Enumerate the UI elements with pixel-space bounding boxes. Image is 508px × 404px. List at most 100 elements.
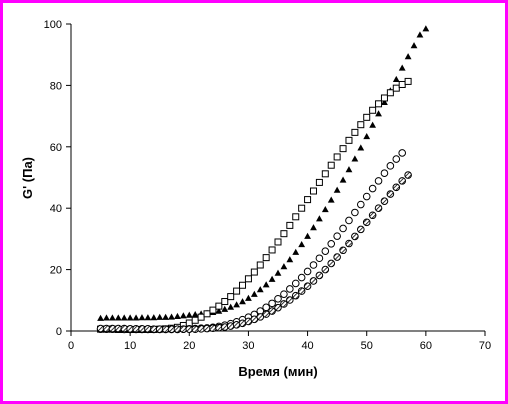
data-point-square (380, 94, 388, 102)
data-point-square (375, 100, 383, 108)
data-point-hatched-circle (333, 253, 341, 261)
y-axis-title: G' (Па) (20, 157, 35, 199)
data-point-square (209, 306, 217, 314)
data-point-open-circle (392, 155, 401, 163)
data-point-triangle (126, 314, 134, 321)
data-point-hatched-circle (362, 218, 371, 227)
data-point-square (339, 145, 347, 153)
data-point-triangle (327, 196, 335, 203)
data-point-triangle (245, 294, 252, 301)
data-point-square (333, 153, 341, 161)
data-point-open-circle (345, 216, 353, 225)
y-tick-label: 60 (50, 142, 62, 154)
data-point-triangle (221, 305, 229, 312)
data-point-triangle (185, 311, 193, 318)
data-point-triangle (233, 301, 240, 308)
data-point-triangle (103, 314, 110, 321)
data-point-hatched-circle (291, 291, 300, 300)
x-tick-label: 20 (183, 340, 195, 352)
data-point-open-circle (327, 240, 336, 248)
data-point-triangle (392, 75, 400, 82)
data-point-triangle (316, 215, 323, 222)
y-tick-label: 20 (50, 265, 62, 277)
data-point-hatched-circle (392, 183, 401, 192)
data-point-open-circle (286, 285, 294, 293)
data-point-square (369, 106, 377, 114)
series-open-circle (96, 149, 407, 334)
data-point-hatched-circle (351, 232, 359, 241)
data-point-triangle (304, 232, 311, 239)
data-point-square (262, 254, 270, 262)
data-point-triangle (250, 290, 258, 297)
data-point-open-circle (386, 162, 395, 170)
data-point-square (309, 187, 317, 195)
data-point-square (227, 293, 235, 301)
data-point-hatched-circle (398, 177, 407, 185)
data-point-triangle (280, 263, 288, 270)
data-point-square (256, 261, 264, 269)
data-point-hatched-circle (256, 313, 265, 321)
data-point-open-circle (333, 232, 341, 240)
data-point-open-circle (374, 177, 383, 185)
x-tick-label: 0 (68, 340, 74, 352)
data-point-triangle (410, 42, 418, 49)
data-point-triangle (97, 314, 104, 321)
x-tick-label: 40 (301, 340, 313, 352)
data-point-square (191, 316, 199, 324)
x-tick-label: 60 (420, 340, 432, 352)
data-point-triangle (310, 224, 317, 231)
data-point-hatched-circle (404, 171, 412, 179)
data-point-open-circle (351, 208, 359, 217)
data-point-triangle (416, 31, 424, 38)
data-point-open-circle (309, 261, 318, 269)
data-point-triangle (274, 269, 282, 276)
data-point-open-circle (262, 303, 270, 312)
data-point-triangle (109, 314, 116, 321)
data-point-triangle (298, 241, 306, 248)
data-point-triangle (179, 312, 187, 319)
data-point-hatched-circle (327, 259, 336, 268)
data-point-open-circle (362, 192, 371, 201)
series-hatched-circle (96, 171, 412, 333)
data-point-square (233, 287, 241, 295)
data-point-hatched-circle (274, 303, 282, 312)
data-point-square (404, 77, 412, 85)
data-point-open-circle (291, 279, 300, 288)
y-tick-label: 80 (50, 80, 62, 92)
data-point-open-circle (398, 149, 407, 157)
data-point-triangle (422, 25, 430, 32)
data-point-open-circle (268, 299, 276, 308)
data-point-square (357, 121, 365, 129)
data-point-square (351, 128, 359, 136)
data-point-hatched-circle (374, 204, 383, 212)
data-point-triangle (351, 155, 359, 162)
data-point-triangle (262, 281, 270, 288)
data-point-open-circle (297, 273, 306, 282)
data-point-square (304, 196, 312, 204)
data-point-triangle (120, 314, 128, 321)
data-point-triangle (286, 256, 294, 263)
data-point-hatched-circle (386, 190, 395, 198)
y-tick-label: 40 (50, 203, 62, 215)
data-point-square (268, 246, 276, 254)
data-point-triangle (156, 313, 164, 320)
data-point-triangle (132, 314, 140, 321)
data-point-hatched-circle (309, 277, 318, 285)
data-point-triangle (114, 314, 122, 321)
data-point-triangle (345, 166, 353, 173)
data-point-triangle (256, 286, 264, 293)
data-point-open-circle (368, 184, 377, 193)
data-point-triangle (144, 314, 152, 321)
data-point-open-circle (339, 224, 347, 233)
data-point-triangle (369, 121, 377, 128)
data-point-hatched-circle (262, 310, 270, 318)
data-point-hatched-circle (303, 282, 312, 290)
data-point-square (292, 213, 300, 221)
data-point-triangle (292, 248, 300, 255)
data-point-square (221, 298, 229, 306)
data-point-triangle (191, 311, 199, 318)
data-point-triangle (162, 313, 170, 320)
data-point-triangle (268, 275, 276, 282)
